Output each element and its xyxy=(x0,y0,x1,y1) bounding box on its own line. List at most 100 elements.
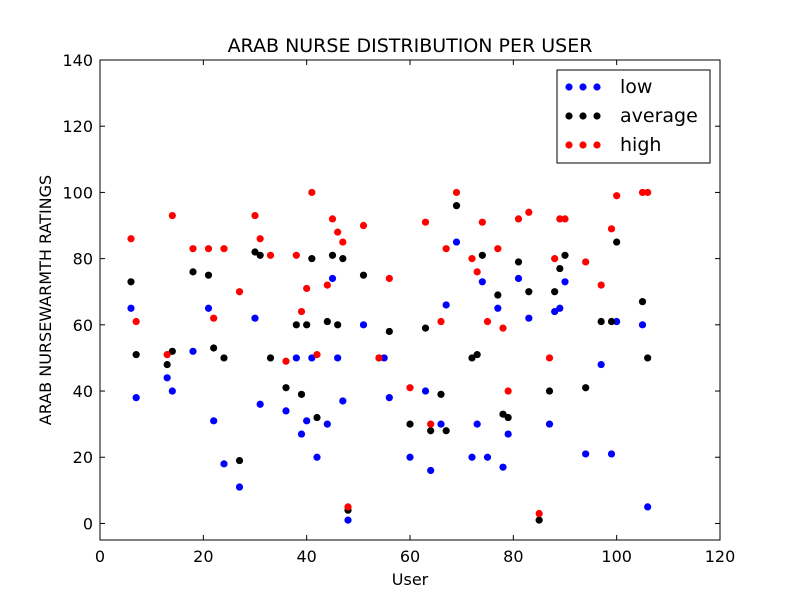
data-point-average xyxy=(613,238,621,246)
data-point-high xyxy=(339,238,347,246)
data-point-average xyxy=(442,427,450,435)
data-point-average xyxy=(127,278,135,286)
data-point-average xyxy=(561,251,569,259)
data-point-average xyxy=(359,271,368,279)
data-point-low xyxy=(359,321,368,329)
data-point-low xyxy=(468,453,476,461)
data-point-high xyxy=(499,324,507,332)
data-point-average xyxy=(168,347,176,355)
data-point-average xyxy=(385,327,393,336)
data-point-high xyxy=(189,245,197,253)
data-point-high xyxy=(334,228,342,236)
data-point-low xyxy=(210,417,218,425)
data-point-low xyxy=(163,374,171,382)
data-point-low xyxy=(127,304,135,312)
legend: low average high xyxy=(556,69,711,164)
data-point-high xyxy=(344,503,352,511)
data-point-average xyxy=(551,288,559,296)
data-point-average xyxy=(328,251,337,259)
data-point-high xyxy=(514,215,523,223)
data-point-average xyxy=(339,255,347,263)
data-point-low xyxy=(551,307,559,316)
data-point-high xyxy=(452,188,461,197)
data-point-low xyxy=(638,321,647,329)
data-point-high xyxy=(313,351,321,359)
data-point-high xyxy=(323,281,331,289)
data-point-low xyxy=(292,354,300,362)
legend-marker-average xyxy=(579,112,587,120)
ticks-layer: 0 20 40 60 80 100 120 0 20 40 60 80 100 120 140 xyxy=(62,51,735,566)
data-point-average xyxy=(473,351,481,359)
data-point-average xyxy=(545,387,554,395)
data-point-average xyxy=(406,420,414,428)
data-point-high xyxy=(551,255,559,263)
data-point-high xyxy=(292,251,300,259)
data-point-high xyxy=(256,235,264,243)
legend-marker-low xyxy=(593,83,601,91)
data-point-average xyxy=(292,321,300,329)
data-point-low xyxy=(380,354,388,362)
data-point-average xyxy=(499,410,507,418)
x-axis-label: User xyxy=(392,570,429,589)
data-point-low xyxy=(168,387,176,395)
data-point-average xyxy=(427,427,435,435)
data-point-low xyxy=(437,420,445,428)
data-point-high xyxy=(442,245,450,253)
data-point-high xyxy=(127,235,135,243)
data-point-low xyxy=(344,516,352,524)
data-point-low xyxy=(297,430,306,438)
data-point-high xyxy=(308,188,316,197)
data-point-average xyxy=(210,344,218,352)
data-point-average xyxy=(334,321,342,329)
data-point-low xyxy=(607,450,616,458)
data-point-average xyxy=(256,251,264,259)
data-point-low xyxy=(582,450,590,458)
legend-marker-low xyxy=(565,83,573,91)
x-tick-label: 60 xyxy=(400,547,420,566)
data-point-high xyxy=(251,211,259,220)
data-point-average xyxy=(282,384,290,392)
data-point-high xyxy=(385,274,393,283)
data-point-low xyxy=(256,400,264,408)
legend-label-high: high xyxy=(620,134,661,156)
y-tick-label: 0 xyxy=(83,514,93,533)
x-tick-label: 100 xyxy=(601,547,632,566)
data-point-low xyxy=(334,354,342,362)
data-point-low xyxy=(442,301,450,309)
data-point-high xyxy=(297,307,306,316)
data-point-high xyxy=(561,215,569,223)
legend-entries: low average high xyxy=(565,76,698,156)
data-point-average xyxy=(323,317,331,326)
data-point-low xyxy=(494,304,502,312)
data-point-low xyxy=(385,394,393,402)
data-point-low xyxy=(282,407,290,415)
data-point-low xyxy=(613,317,621,326)
data-point-average xyxy=(297,390,306,398)
data-point-high xyxy=(556,215,564,223)
data-point-average xyxy=(204,271,213,279)
legend-marker-high xyxy=(565,141,573,149)
data-point-high xyxy=(204,245,213,253)
data-point-low xyxy=(644,503,652,511)
y-tick-label: 80 xyxy=(73,250,93,269)
data-point-high xyxy=(437,317,445,326)
data-point-high xyxy=(168,211,176,220)
data-point-high xyxy=(303,284,311,293)
data-point-low xyxy=(132,394,140,402)
data-point-average xyxy=(452,202,461,210)
data-point-high xyxy=(132,317,140,326)
data-point-average xyxy=(582,384,590,392)
data-point-average xyxy=(421,324,430,332)
data-point-average xyxy=(514,258,523,266)
data-point-average xyxy=(535,516,543,524)
legend-marker-average xyxy=(565,112,573,120)
data-point-average xyxy=(504,413,512,422)
data-point-low xyxy=(499,463,507,471)
data-point-low xyxy=(478,278,486,286)
data-point-high xyxy=(406,384,414,392)
chart-title: ARAB NURSE DISTRIBUTION PER USER xyxy=(228,35,593,57)
data-point-high xyxy=(535,509,543,518)
legend-marker-average xyxy=(593,112,601,120)
data-point-high xyxy=(473,268,481,276)
